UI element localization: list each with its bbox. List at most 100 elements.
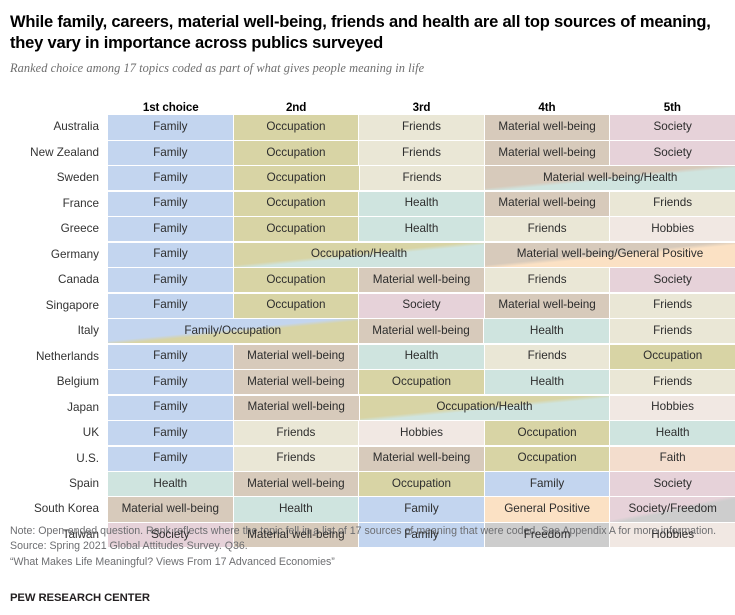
footer-report-title: “What Makes Life Meaningful? Views From … [10,555,335,568]
rank-cell-label: Health [655,425,690,439]
rank-cell-label: Hobbies [651,221,695,235]
rank-cell: Material well-being [358,319,485,344]
row-cells: Society Material well-being Family Freedom H… [108,522,735,548]
rank-cell: Family [359,522,485,548]
rank-cell: Family [108,166,234,191]
row-cells: Family Occupation Health Material well-bein… [108,191,735,216]
split-category-wedge [234,242,484,267]
table-row: Australia Family Occupation Friends Material… [8,115,735,140]
row-cells: Family Occupation Friends Material well-bei… [108,166,735,191]
row-cells: Family Friends Material well-being Occupati… [108,446,735,471]
rank-cell-label: Friends [276,451,316,465]
table-header-row: 1st choice 2nd 3rd 4th 5th [8,93,735,115]
rank-cell-label: Material well-being [247,400,345,414]
rank-cell-label: Health [529,323,564,337]
row-label-country: France [62,196,99,210]
rank-cell-label: Occupation [266,145,326,159]
row-cells: Health Material well-being Occupation Famil… [108,472,735,497]
rank-cell-label: Material well-being [121,502,220,516]
table-body: Australia Family Occupation Friends Material… [8,115,735,548]
rank-cell: Friends [359,166,486,191]
rank-cell: Health [359,217,485,242]
rank-cell: Occupation/Health [234,242,485,267]
rank-cell: General Positive [484,497,611,522]
rank-cell-label: Society [151,527,190,541]
rank-cell: Health [359,191,485,216]
row-label-country: South Korea [34,502,99,516]
rank-cell: Material well-being [484,293,611,318]
row-label-country: Germany [50,247,99,261]
row-label-country: Australia [53,120,99,134]
page-subtitle: Ranked choice among 17 topics coded as p… [10,61,425,76]
rank-cell: Society/Freedom [610,497,735,522]
rank-cell: Friends [484,344,611,369]
rank-cell-label: Material well-being/General Positive [516,247,704,261]
rank-cell: Occupation [233,293,360,318]
table-row: U.S. Family Friends Material well-being Occu… [8,446,735,471]
rank-cell-label: Faith [659,451,686,465]
rank-cell-label: Material well-being [247,349,345,363]
table-row: Netherlands Family Material well-being Heal… [8,344,735,369]
rank-cell: Health [233,497,360,522]
rank-cell: Material well-being [484,191,611,216]
row-cells: Material well-being Health Family General P… [108,497,735,522]
rank-cell-label: Family [404,527,439,541]
rank-cell: Health [359,344,485,369]
rank-cell-label: Society [402,298,441,312]
table-row: Canada Family Occupation Material well-bein… [8,268,735,293]
rank-cell-label: Family [404,502,439,516]
rank-cell: Family [108,421,234,446]
row-label-country: Canada [58,273,99,287]
row-label-country: Singapore [45,298,99,312]
rank-cell-label: Family [153,349,188,363]
rank-cell: Health [610,421,735,446]
column-header-2: 2nd [285,101,307,115]
table-row: Belgium Family Material well-being Occupati… [8,370,735,395]
page-title: While family, careers, material well-bei… [10,13,711,53]
rank-cell-label: Material well-being [372,323,470,337]
rank-cell-label: Occupation [266,298,326,312]
rank-cell: Society [610,472,735,497]
row-label-country: Taiwan [62,527,99,541]
row-label-country: Belgium [56,375,99,389]
rank-cell-label: Health [404,221,439,235]
rank-cell: Material well-being [359,446,485,471]
rank-cell: Occupation [610,344,735,369]
rank-cell-label: Health [278,502,313,516]
split-category-wedge [485,166,735,191]
rank-cell-label: Occupation [391,374,452,388]
table-row: UK Family Friends Hobbies Occupation Health [8,421,735,446]
row-cells: Family Occupation Friends Material well-bei… [108,140,735,165]
footer-source: Source: Spring 2021 Global Attitudes Sur… [10,540,248,553]
table-row: Greece Family Occupation Health Friends Hobbi… [8,217,735,242]
column-header-4: 4th [538,101,556,115]
split-category-wedge [359,395,610,420]
rank-cell-label: Freedom [523,527,571,541]
column-header-1: 1st choice [142,101,199,115]
rank-cell: Occupation [359,472,485,497]
rank-cell: Family [108,268,234,293]
rank-cell-label: Family [153,425,188,439]
rank-cell-label: Hobbies [400,425,443,439]
rank-cell: Family [359,497,485,522]
rank-cell: Family [108,446,234,471]
rank-cell-label: Friends [653,323,693,337]
rank-cell-label: Family [153,196,188,210]
rank-cell: Friends [610,293,735,318]
rank-cell: Family [484,472,611,497]
rank-cell-label: Occupation [517,451,577,465]
rank-cell: Family [108,344,234,369]
row-label-country: U.S. [76,451,99,465]
rank-cell-label: Material well-being [247,374,345,388]
rank-cell: Material well-being/General Positive [485,242,735,267]
row-label-country: UK [82,426,99,440]
footer-notes: Note: Open-ended question. Rank reflects… [10,524,725,570]
rank-cell-label: Occupation [266,196,326,210]
split-category-wedge [108,319,358,344]
rank-cell-label: Family [153,145,188,159]
rank-cell-label: Occupation [266,272,326,286]
rank-cell: Society [610,140,735,165]
rank-cell: Friends [233,446,360,471]
rank-cell-label: Family [153,120,188,134]
